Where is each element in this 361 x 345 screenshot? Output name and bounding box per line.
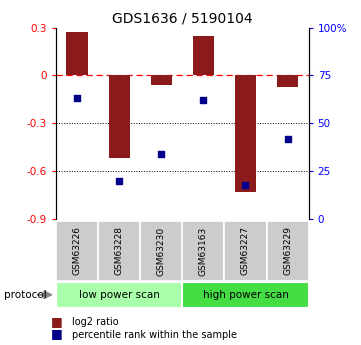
Point (200, 98, 206, 103)
Bar (182, 221, 225, 281)
Bar (98, 221, 140, 281)
Text: protocol: protocol (4, 290, 46, 300)
Text: percentile rank within the sample: percentile rank within the sample (72, 330, 237, 339)
Point (116, 178, 122, 184)
Point (158, 151, 164, 157)
Bar (66, 32, 87, 76)
Text: GSM63229: GSM63229 (283, 226, 292, 276)
Bar (193, 36, 214, 76)
Text: high power scan: high power scan (203, 290, 288, 300)
Bar (235, 76, 256, 192)
Text: GSM63228: GSM63228 (115, 226, 123, 276)
Bar (225, 221, 266, 281)
Text: GSM63226: GSM63226 (73, 226, 82, 276)
Bar (277, 76, 298, 87)
Text: ■: ■ (51, 315, 62, 328)
Text: low power scan: low power scan (79, 290, 160, 300)
Text: GSM63230: GSM63230 (157, 226, 166, 276)
Bar (140, 221, 182, 281)
Text: GSM63227: GSM63227 (241, 226, 250, 276)
Bar (182, 282, 309, 308)
Bar (56, 221, 98, 281)
Point (285, 136, 291, 141)
Point (243, 182, 248, 187)
Point (74, 96, 80, 101)
Text: GSM63163: GSM63163 (199, 226, 208, 276)
Bar (109, 76, 130, 158)
Text: log2 ratio: log2 ratio (72, 317, 119, 327)
Text: ■: ■ (51, 327, 62, 341)
Title: GDS1636 / 5190104: GDS1636 / 5190104 (112, 11, 253, 25)
Bar (266, 221, 309, 281)
Bar (56, 282, 182, 308)
Bar (151, 76, 172, 85)
